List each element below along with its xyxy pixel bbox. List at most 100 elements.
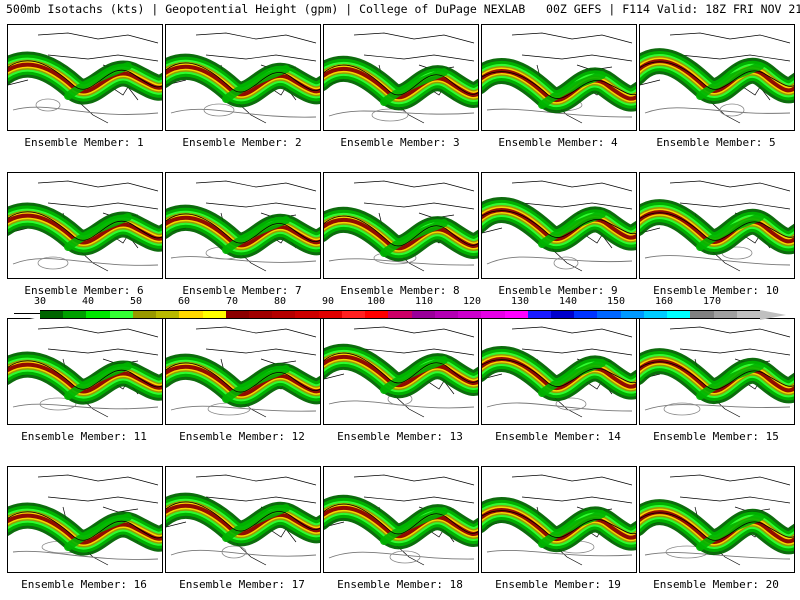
isotach-map	[166, 32, 320, 124]
ensemble-member-label: Ensemble Member: 17	[179, 578, 305, 591]
height-contour-line	[324, 503, 478, 535]
ensemble-panel	[7, 24, 163, 131]
ensemble-member-label: Ensemble Member: 5	[656, 136, 776, 149]
height-contour	[663, 402, 701, 416]
height-contour	[328, 551, 475, 560]
isotach-branch	[538, 71, 606, 109]
ensemble-member-label: Ensemble Member: 9	[498, 284, 618, 297]
height-contour	[555, 397, 587, 411]
height-contour	[170, 405, 317, 412]
ensemble-member-label: Ensemble Member: 18	[337, 578, 463, 591]
height-contour	[644, 255, 791, 266]
ensemble-panel	[323, 24, 479, 131]
colorbar-swatch	[295, 310, 319, 319]
colorbar-tick-label: 70	[225, 296, 239, 307]
isotach-branch	[64, 213, 132, 251]
height-contour	[719, 103, 745, 117]
height-contour	[644, 404, 791, 411]
isotach-map	[640, 32, 794, 124]
isotach-branch	[222, 365, 290, 403]
colorbar-tick-label: 140	[558, 296, 578, 307]
height-contour-line	[482, 359, 636, 387]
colorbar-swatch	[643, 310, 668, 319]
height-contour-line	[166, 501, 320, 532]
colorbar-swatch	[736, 310, 760, 319]
colorbar-swatch	[40, 310, 64, 319]
ensemble-panel	[481, 466, 637, 573]
ensemble-member-label: Ensemble Member: 7	[182, 284, 302, 297]
ensemble-panel	[165, 318, 321, 425]
colorbar-swatch	[109, 310, 133, 319]
isotach-branch	[222, 216, 290, 254]
colorbar-tick-label: 30	[33, 296, 47, 307]
colorbar-tick-label: 160	[654, 296, 674, 307]
colorbar-swatch	[411, 310, 435, 319]
colorbar-swatch	[272, 310, 296, 319]
height-contour	[12, 258, 159, 266]
colorbar-swatch	[434, 310, 459, 319]
ensemble-member-label: Ensemble Member: 13	[337, 430, 463, 443]
colorbar-swatch	[690, 310, 714, 319]
colorbar-swatch	[63, 310, 87, 319]
colorbar-swatch	[481, 310, 505, 319]
ensemble-panel	[639, 24, 795, 131]
height-contour	[389, 550, 421, 564]
isotach-branch	[64, 362, 132, 400]
isotach-map	[166, 474, 320, 566]
ensemble-panel	[481, 172, 637, 279]
isotach-map	[8, 326, 162, 418]
height-contour	[170, 549, 317, 557]
ensemble-panel	[639, 172, 795, 279]
isotach-branch	[64, 62, 132, 100]
colorbar-swatch	[574, 310, 598, 319]
ensemble-member-label: Ensemble Member: 16	[21, 578, 147, 591]
colorbar-swatch	[550, 310, 575, 319]
ensemble-member-label: Ensemble Member: 20	[653, 578, 779, 591]
colorbar-tick-label: 100	[366, 296, 386, 307]
isotach-map	[166, 180, 320, 272]
isotach-branch	[538, 359, 606, 397]
ensemble-panel	[7, 318, 163, 425]
ensemble-panel	[323, 318, 479, 425]
height-contour-line	[640, 512, 794, 541]
colorbar-tick-label: 170	[702, 296, 722, 307]
height-contour-line	[640, 361, 794, 390]
isotach-map	[8, 180, 162, 272]
colorbar-swatch	[179, 310, 203, 319]
ensemble-member-label: Ensemble Member: 12	[179, 430, 305, 443]
colorbar-swatch	[156, 310, 180, 319]
ensemble-member-label: Ensemble Member: 11	[21, 430, 147, 443]
isotach-branch	[222, 65, 290, 103]
height-contour	[328, 110, 475, 117]
colorbar-swatch	[388, 310, 412, 319]
isotach-branch	[538, 210, 606, 248]
colorbar-swatch	[504, 310, 528, 319]
height-contour	[486, 549, 633, 557]
height-contour	[486, 402, 633, 412]
ensemble-member-label: Ensemble Member: 15	[653, 430, 779, 443]
height-contour	[553, 256, 579, 270]
isotach-map	[8, 474, 162, 566]
ensemble-member-label: Ensemble Member: 14	[495, 430, 621, 443]
colorbar-swatch	[249, 310, 273, 319]
height-contour-line	[640, 61, 794, 90]
isotach-map	[324, 474, 478, 566]
isotach-map	[640, 474, 794, 566]
isotach-map	[482, 180, 636, 272]
ensemble-panel	[639, 466, 795, 573]
colorbar-swatch	[202, 310, 226, 319]
isotach-branch	[696, 513, 764, 551]
isotach-map	[640, 326, 794, 418]
height-contour	[644, 552, 791, 560]
isotach-map	[640, 180, 794, 272]
height-contour	[12, 403, 159, 410]
ensemble-panel	[165, 24, 321, 131]
height-contour	[37, 256, 69, 270]
isotach-map	[166, 326, 320, 418]
height-contour-line	[166, 362, 320, 393]
colorbar-left-arrow-outline	[14, 313, 40, 314]
height-contour-line	[324, 215, 478, 247]
colorbar-tick-label: 110	[414, 296, 434, 307]
ensemble-member-label: Ensemble Member: 3	[340, 136, 460, 149]
height-contour-line	[8, 60, 162, 90]
